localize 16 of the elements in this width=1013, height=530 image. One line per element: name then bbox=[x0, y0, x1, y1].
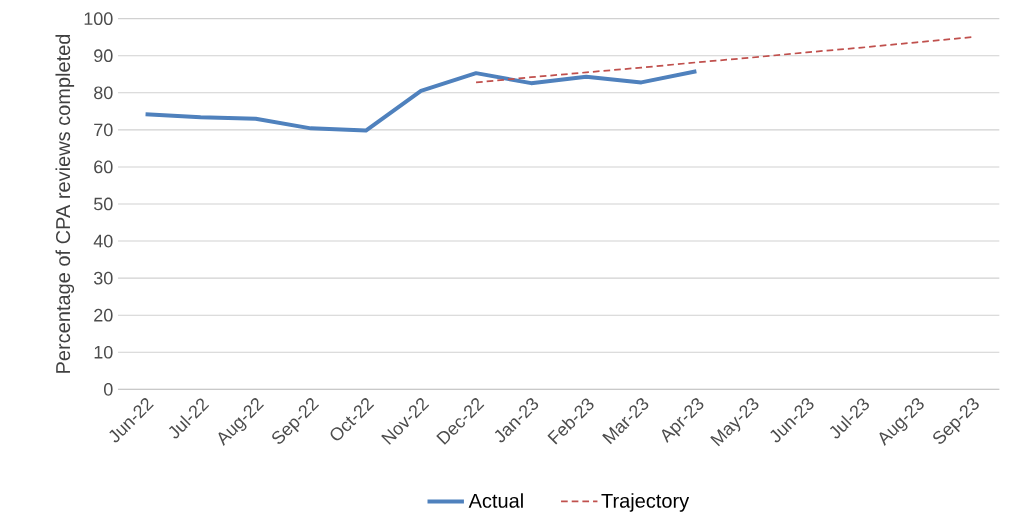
y-tick-label: 20 bbox=[94, 308, 113, 322]
legend-label: Actual bbox=[468, 493, 523, 508]
y-tick-label: 80 bbox=[94, 86, 113, 100]
y-tick-label: 60 bbox=[94, 160, 113, 174]
y-tick-label: 0 bbox=[104, 382, 113, 396]
y-tick-label: 10 bbox=[94, 345, 113, 359]
y-tick-label: 70 bbox=[94, 123, 113, 137]
y-tick-label: 90 bbox=[94, 49, 113, 63]
legend-label: Trajectory bbox=[601, 493, 690, 512]
y-tick-label: 40 bbox=[93, 234, 113, 248]
y-tick-label: 100 bbox=[84, 12, 113, 26]
y-tick-label: 30 bbox=[93, 271, 113, 285]
line-series bbox=[475, 36, 973, 84]
y-axis-title: Percentage of CPA reviews completed bbox=[55, 34, 75, 373]
y-tick-label: 50 bbox=[93, 197, 113, 211]
line-series bbox=[143, 69, 699, 133]
